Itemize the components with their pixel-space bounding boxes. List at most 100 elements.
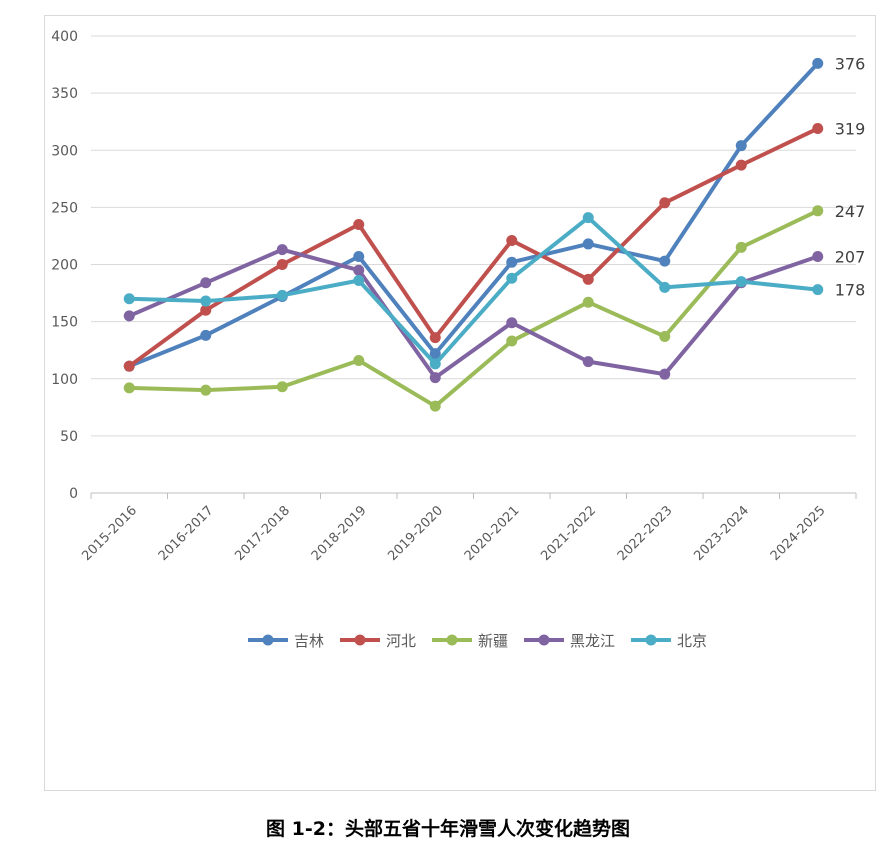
legend-label: 黑龙江: [570, 632, 615, 650]
data-point: [200, 329, 212, 341]
y-tick-label: 150: [51, 315, 78, 331]
y-tick-label: 250: [51, 200, 78, 216]
data-point: [812, 251, 824, 263]
series-lines: [123, 57, 824, 412]
data-label: 376: [835, 54, 866, 73]
data-point: [200, 295, 212, 307]
data-point: [812, 284, 824, 296]
y-tick-label: 50: [60, 429, 78, 445]
series-line: [127, 208, 820, 409]
data-point: [276, 244, 288, 256]
series-河北: [123, 123, 824, 372]
x-tick-label: 2021-2022: [538, 503, 599, 564]
legend-item: 新疆: [432, 632, 508, 650]
data-point: [735, 140, 747, 152]
data-label: 178: [835, 281, 866, 300]
y-tick-label: 300: [51, 143, 78, 159]
figure-caption: 图 1-2：头部五省十年滑雪人次变化趋势图: [266, 818, 630, 840]
data-point: [123, 382, 135, 394]
data-label: 247: [835, 202, 866, 221]
data-point: [582, 212, 594, 224]
legend-swatch-marker: [645, 634, 657, 646]
series-新疆: [123, 205, 824, 412]
data-point: [200, 277, 212, 289]
data-point: [353, 354, 365, 366]
data-point: [506, 317, 518, 329]
legend-swatch-marker: [446, 634, 458, 646]
data-point: [812, 57, 824, 69]
data-point: [353, 251, 365, 263]
x-tick-label: 2017-2018: [232, 503, 293, 564]
legend: 吉林 河北 新疆 黑龙江 北京: [248, 632, 707, 650]
data-point: [582, 296, 594, 308]
y-tick-label: 0: [69, 486, 78, 502]
legend-label: 吉林: [294, 632, 324, 650]
series-line: [127, 126, 820, 369]
legend-label: 北京: [677, 632, 707, 650]
data-point: [582, 356, 594, 368]
y-tick-label: 350: [51, 86, 78, 102]
legend-label: 河北: [386, 632, 416, 650]
legend-swatch-marker: [538, 634, 550, 646]
x-tick-label: 2015-2016: [79, 503, 140, 564]
series-line: [127, 215, 820, 366]
series-line: [127, 61, 820, 369]
line-chart: 0 50 100 150 200 250 300 350 400 2015-2016 2016-20…: [51, 29, 866, 650]
x-tick-label: 2022-2023: [615, 503, 676, 564]
series-line: [127, 247, 820, 380]
data-point: [812, 205, 824, 217]
data-point: [659, 197, 671, 209]
data-point: [429, 348, 441, 360]
data-point: [429, 400, 441, 412]
data-point: [200, 384, 212, 396]
x-tick-label: 2019-2020: [385, 503, 446, 564]
legend-item: 黑龙江: [524, 632, 615, 650]
data-point: [506, 256, 518, 268]
data-point: [276, 289, 288, 301]
x-tick-label: 2018-2019: [309, 503, 370, 564]
series-黑龙江: [123, 244, 824, 384]
data-point: [429, 332, 441, 344]
y-tick-label: 400: [51, 29, 78, 45]
legend-item: 河北: [340, 632, 416, 650]
data-point: [353, 264, 365, 276]
data-point: [812, 123, 824, 135]
x-tick-label: 2016-2017: [156, 503, 217, 564]
y-tick-label: 200: [51, 258, 78, 274]
y-tick-label: 100: [51, 372, 78, 388]
data-point: [123, 360, 135, 372]
data-point: [276, 259, 288, 270]
x-tick-label: 2020-2021: [462, 503, 523, 564]
data-point: [353, 219, 365, 231]
x-tick-label: 2023-2024: [691, 503, 752, 564]
data-point: [429, 372, 441, 384]
data-label: 319: [835, 120, 866, 139]
series-吉林: [123, 57, 824, 372]
data-point: [659, 281, 671, 293]
data-point: [276, 381, 288, 393]
series-北京: [123, 212, 824, 370]
data-point: [353, 274, 365, 286]
legend-label: 新疆: [478, 632, 508, 650]
data-labels: 376 319 247 207 178: [835, 54, 866, 299]
data-point: [735, 276, 747, 288]
data-point: [659, 330, 671, 342]
data-point: [123, 310, 135, 322]
data-point: [582, 238, 594, 250]
data-point: [506, 272, 518, 284]
data-point: [659, 368, 671, 380]
x-tick-label: 2024-2025: [768, 503, 829, 564]
legend-item: 吉林: [248, 632, 324, 650]
data-point: [735, 159, 747, 171]
legend-swatch-marker: [354, 634, 366, 646]
data-point: [506, 335, 518, 347]
data-point: [659, 255, 671, 267]
data-label: 207: [835, 248, 866, 267]
chart-frame: [44, 15, 876, 791]
data-point: [200, 304, 212, 316]
data-point: [429, 358, 441, 370]
legend-item: 北京: [631, 632, 707, 650]
legend-swatch-marker: [262, 634, 274, 646]
data-point: [582, 273, 594, 285]
data-point: [735, 241, 747, 253]
